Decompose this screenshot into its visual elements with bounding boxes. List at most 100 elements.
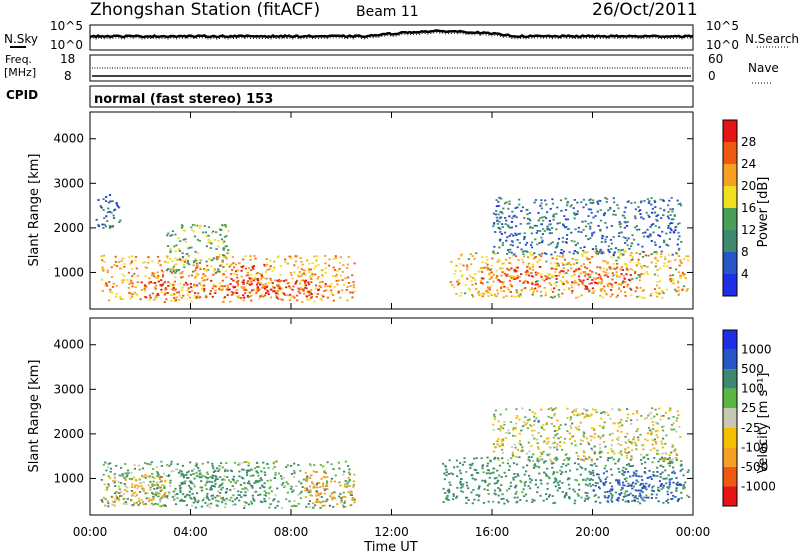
velocity-echo-cell (304, 489, 307, 492)
power-echo-cell (489, 286, 492, 288)
power-echo-cell (620, 252, 623, 255)
power-echo-cell (196, 262, 199, 265)
power-echo-cell (540, 290, 543, 293)
power-echo-cell (556, 206, 559, 209)
velocity-echo-cell (236, 479, 239, 482)
velocity-echo-cell (556, 471, 559, 474)
velocity-echo-cell (636, 412, 639, 414)
power-echo-cell (585, 273, 588, 275)
freq-tick-bottom: 8 (64, 69, 72, 83)
power-echo-cell (198, 239, 201, 242)
power-echo-cell (551, 275, 554, 277)
power-echo-cell (251, 289, 254, 292)
power-echo-cell (604, 222, 607, 224)
velocity-echo-cell (632, 485, 635, 488)
velocity-echo-cell (505, 408, 508, 411)
velocity-echo-cell (154, 493, 157, 496)
power-echo-cell (576, 201, 579, 204)
power-echo-cell (501, 212, 504, 215)
velocity-echo-cell (165, 496, 168, 498)
power-echo-cell (169, 283, 172, 285)
velocity-echo-cell (472, 489, 475, 491)
velocity-echo-cell (666, 493, 670, 496)
velocity-echo-cell (513, 496, 516, 499)
velocity-echo-cell (575, 408, 578, 410)
velocity-echo-cell (649, 449, 652, 452)
power-echo-cell (493, 245, 496, 248)
power-echo-cell (194, 250, 197, 253)
power-echo-cell (664, 258, 667, 261)
power-echo-cell (529, 268, 532, 270)
power-echo-cell (584, 288, 587, 290)
power-echo-cell (602, 296, 605, 299)
power-echo-cell (309, 297, 313, 299)
power-echo-cell (633, 215, 637, 218)
power-echo-cell (214, 292, 217, 294)
power-echo-cell (566, 263, 569, 266)
power-echo-cell (481, 271, 484, 273)
power-echo-cell (590, 282, 593, 285)
velocity-echo-cell (214, 478, 217, 481)
velocity-echo-cell (246, 482, 249, 484)
velocity-echo-cell (556, 489, 559, 492)
power-echo-cell (204, 269, 207, 272)
velocity-echo-cell (280, 475, 283, 477)
power-echo-cell (582, 228, 585, 231)
velocity-echo-cell (600, 451, 603, 454)
velocity-echo-cell (662, 501, 665, 504)
velocity-echo-cell (579, 439, 582, 442)
velocity-echo-cell (147, 484, 150, 486)
velocity-echo-cell (514, 486, 517, 489)
velocity-echo-cell (104, 461, 107, 464)
velocity-echo-cell (446, 489, 449, 492)
power-echo-cell (628, 247, 631, 250)
velocity-echo-cell (679, 436, 682, 438)
power-echo-cell (459, 263, 462, 265)
velocity-echo-cell (461, 485, 464, 488)
velocity-colorbar-swatch (723, 388, 737, 409)
power-echo-cell (130, 296, 134, 298)
velocity-echo-cell (517, 474, 520, 477)
power-echo-cell (206, 278, 209, 281)
velocity-echo-cell (281, 484, 284, 486)
velocity-echo-cell (107, 483, 110, 486)
velocity-echo-cell (253, 499, 256, 502)
power-echo-cell (566, 218, 570, 221)
velocity-echo-cell (640, 453, 643, 456)
power-echo-cell (500, 210, 503, 213)
velocity-echo-cell (131, 483, 134, 486)
velocity-echo-cell (316, 492, 319, 494)
velocity-echo-cell (214, 482, 217, 485)
power-echo-cell (256, 277, 259, 280)
velocity-echo-cell (242, 477, 245, 480)
velocity-echo-cell (320, 496, 323, 498)
power-echo-cell (541, 252, 544, 255)
power-echo-cell (109, 200, 112, 203)
velocity-echo-cell (528, 409, 531, 411)
power-echo-cell (607, 282, 610, 285)
velocity-echo-cell (281, 507, 284, 509)
power-echo-cell (257, 289, 260, 292)
velocity-echo-cell (587, 414, 590, 416)
power-echo-cell (178, 294, 181, 297)
velocity-echo-cell (675, 490, 678, 492)
power-echo-cell (480, 277, 484, 280)
power-echo-cell (530, 253, 533, 256)
power-echo-cell (530, 272, 533, 274)
velocity-echo-cell (658, 489, 661, 492)
velocity-echo-cell (343, 470, 346, 473)
velocity-echo-cell (660, 483, 663, 486)
velocity-echo-cell (323, 500, 326, 503)
velocity-echo-cell (222, 498, 225, 501)
power-echo-cell (453, 272, 456, 275)
velocity-echo-cell (315, 486, 318, 489)
velocity-echo-cell (592, 489, 595, 492)
power-echo-cell (300, 268, 304, 271)
power-echo-cell (625, 265, 628, 267)
velocity-echo-cell (140, 484, 143, 487)
velocity-echo-cell (304, 487, 307, 490)
power-echo-cell (467, 258, 470, 260)
power-colorbar-swatch (723, 164, 737, 186)
velocity-echo-cell (308, 505, 311, 508)
power-echo-cell (486, 263, 489, 266)
